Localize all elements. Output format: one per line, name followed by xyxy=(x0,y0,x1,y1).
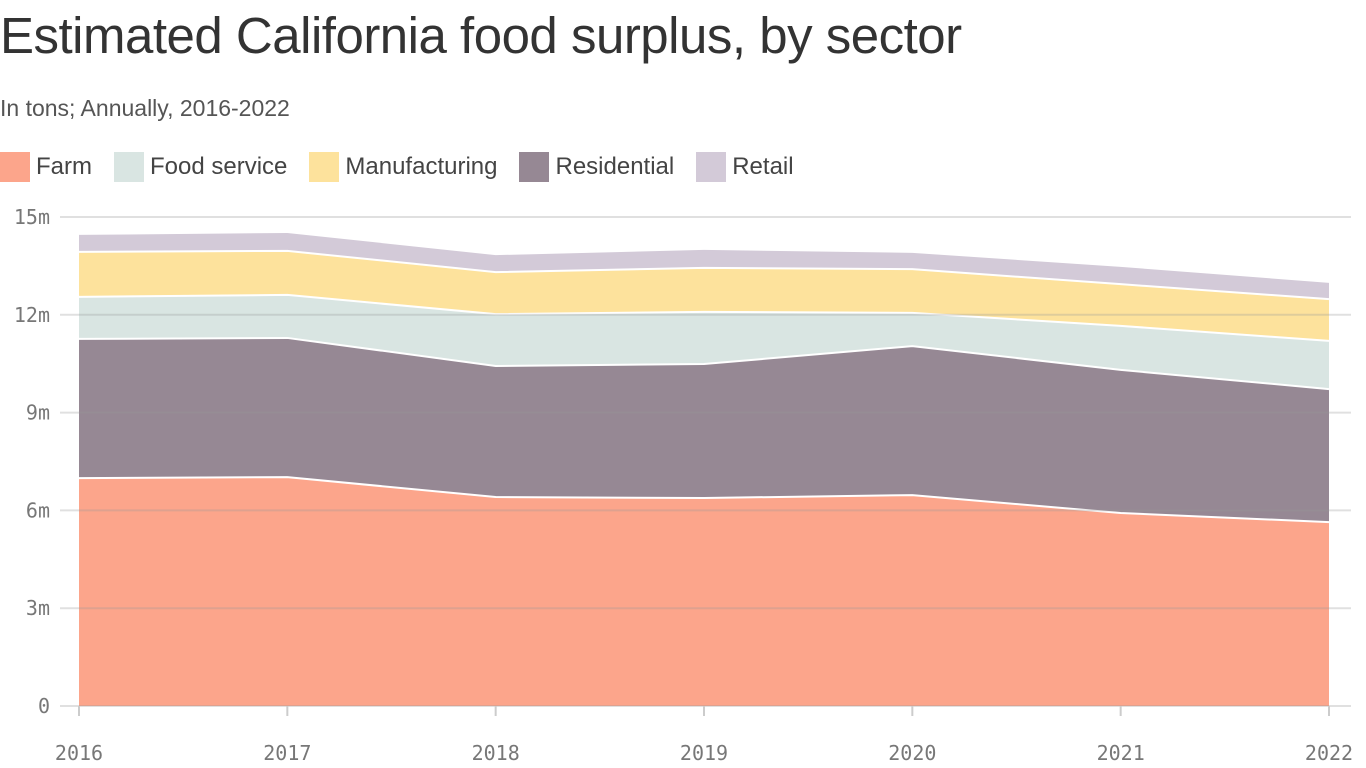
legend-item: Food service xyxy=(114,152,287,182)
y-tick-label: 15m xyxy=(14,205,50,229)
legend-swatch xyxy=(0,152,30,182)
area-farm xyxy=(79,477,1329,706)
area-boundary-line xyxy=(78,476,1330,524)
area-food-service xyxy=(79,294,1329,390)
x-tick-label: 2022 xyxy=(1305,741,1353,765)
legend-label: Food service xyxy=(150,153,288,180)
legend-item: Farm xyxy=(0,152,92,182)
legend-item: Residential xyxy=(519,152,674,182)
y-tick-label: 0 xyxy=(38,694,50,718)
legend-swatch xyxy=(519,152,550,182)
legend-label: Residential xyxy=(555,153,675,180)
x-tick-label: 2018 xyxy=(472,741,520,765)
legend-label: Farm xyxy=(36,153,92,180)
y-tick-label: 3m xyxy=(26,596,50,620)
chart-title: Estimated California food surplus, by se… xyxy=(0,7,962,64)
y-tick-label: 6m xyxy=(26,498,50,522)
chart-subtitle: In tons; Annually, 2016-2022 xyxy=(0,95,290,121)
area-boundary-line xyxy=(78,249,1330,301)
area-retail xyxy=(79,232,1329,300)
x-tick-label: 2019 xyxy=(680,741,728,765)
legend-label: Retail xyxy=(732,153,794,180)
legend-item: Retail xyxy=(696,152,794,182)
area-boundary-line xyxy=(78,336,1330,391)
legend-label: Manufacturing xyxy=(345,153,498,180)
legend-swatch xyxy=(696,152,727,182)
area-boundary-line xyxy=(78,293,1330,342)
x-tick-label: 2021 xyxy=(1097,741,1145,765)
y-tick-label: 9m xyxy=(26,401,50,425)
x-tick-label: 2017 xyxy=(263,741,311,765)
x-tick-label: 2020 xyxy=(888,741,936,765)
area-residential xyxy=(79,337,1329,523)
legend: Farm Food service Manufacturing Residential… xyxy=(0,152,816,182)
legend-item: Manufacturing xyxy=(309,152,497,182)
legend-swatch xyxy=(114,152,144,182)
y-tick-label: 12m xyxy=(14,303,50,327)
x-tick-label: 2016 xyxy=(55,741,103,765)
legend-swatch xyxy=(309,152,340,182)
